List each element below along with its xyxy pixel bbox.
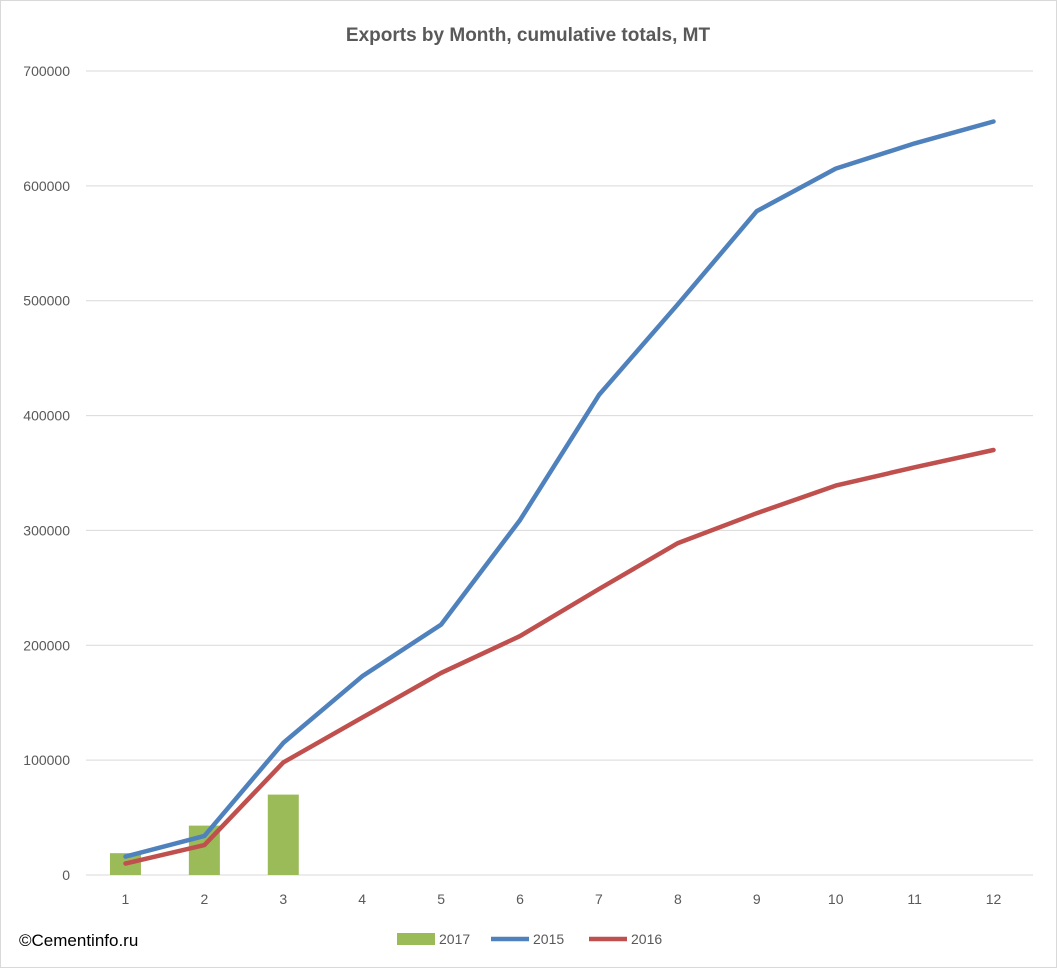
x-tick-label: 5 xyxy=(437,891,445,907)
x-axis: 1 2 3 4 5 6 7 8 9 10 11 12 xyxy=(86,874,1033,907)
y-tick-label: 300000 xyxy=(23,522,70,538)
legend: 2017 2015 2016 xyxy=(397,931,662,947)
y-axis: 0 100000 200000 300000 400000 500000 600000 700… xyxy=(23,63,70,883)
series-line-2016 xyxy=(123,447,996,866)
series-line-2015 xyxy=(123,119,996,859)
x-tick-label: 7 xyxy=(595,891,603,907)
chart-title: Exports by Month, cumulative totals, MT xyxy=(346,25,711,46)
legend-label-2017: 2017 xyxy=(439,931,470,947)
x-tick-label: 11 xyxy=(907,891,922,907)
y-tick-label: 600000 xyxy=(23,178,70,194)
legend-swatch-2017 xyxy=(397,933,435,945)
x-tick-label: 2 xyxy=(200,891,208,907)
x-tick-label: 6 xyxy=(516,891,524,907)
legend-label-2016: 2016 xyxy=(631,931,662,947)
gridlines xyxy=(86,70,1033,761)
legend-label-2015: 2015 xyxy=(533,931,564,947)
line-series xyxy=(123,119,996,866)
x-tick-label: 10 xyxy=(828,891,844,907)
y-tick-label: 400000 xyxy=(23,408,70,424)
bar-series xyxy=(109,794,299,875)
y-tick-label: 500000 xyxy=(23,293,70,309)
y-tick-label: 200000 xyxy=(23,637,70,653)
bar-2017-3 xyxy=(267,794,299,875)
x-tick-label: 4 xyxy=(358,891,366,907)
y-tick-label: 0 xyxy=(62,867,70,883)
credit-label: ©Cementinfo.ru xyxy=(19,931,138,950)
y-tick-label: 100000 xyxy=(23,752,70,768)
x-tick-label: 8 xyxy=(674,891,682,907)
x-tick-label: 3 xyxy=(279,891,287,907)
y-tick-label: 700000 xyxy=(23,63,70,79)
x-tick-label: 1 xyxy=(122,891,130,907)
x-tick-label: 12 xyxy=(986,891,1002,907)
x-tick-label: 9 xyxy=(753,891,761,907)
